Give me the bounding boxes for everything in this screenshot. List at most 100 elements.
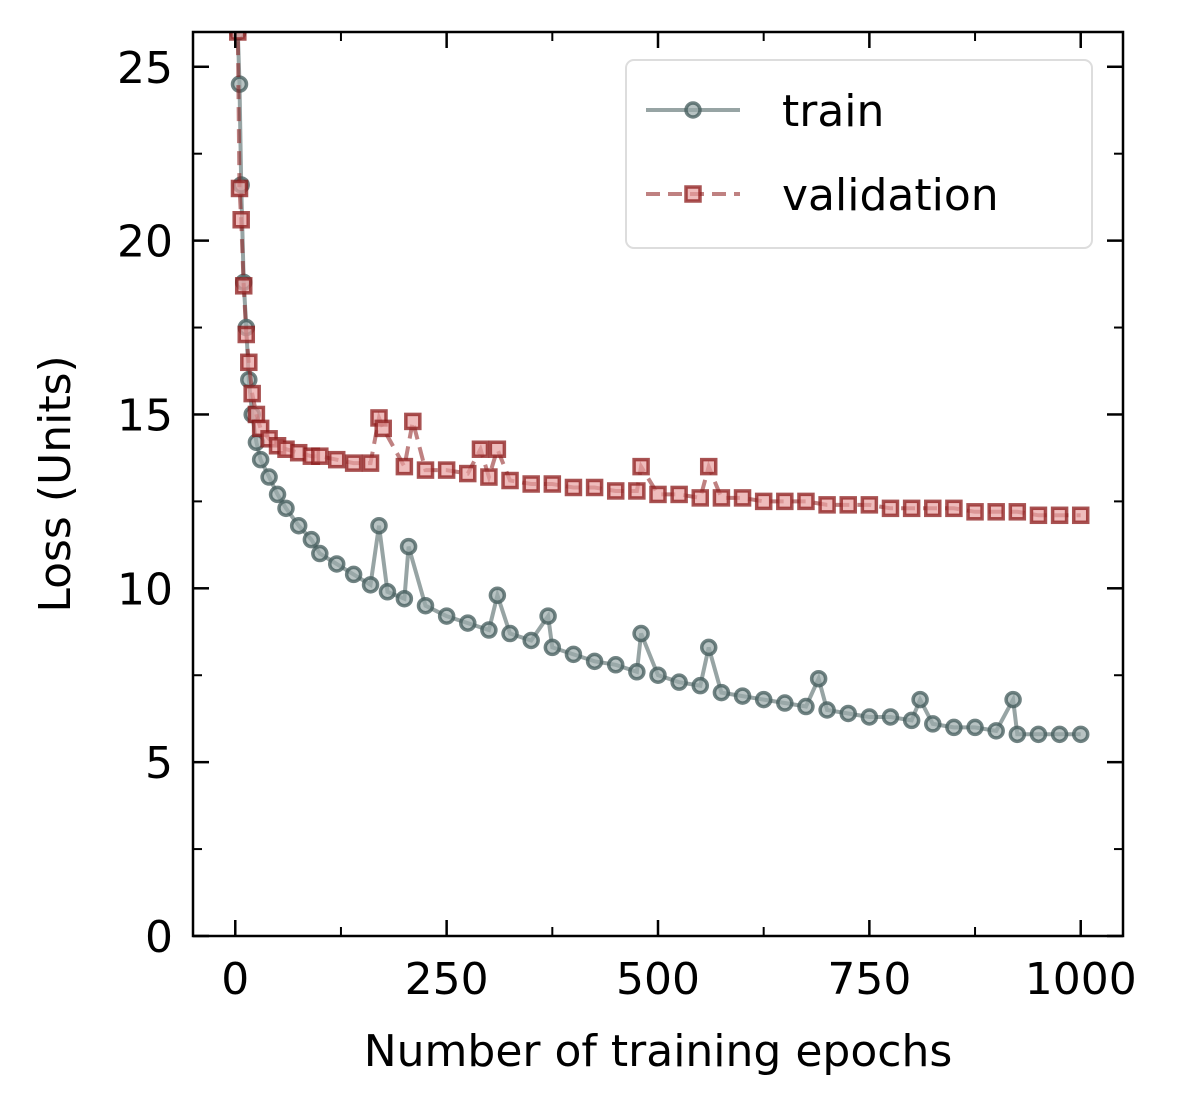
train-point: [628, 663, 646, 681]
validation-point: [987, 503, 1005, 521]
train-point: [1008, 725, 1027, 744]
validation-point: [1071, 506, 1090, 525]
y-axis-label: Loss (Units): [30, 355, 81, 612]
train-point: [839, 704, 857, 723]
y-tick-label-5: 5: [145, 738, 173, 789]
train-point: [488, 586, 507, 605]
train-point: [776, 694, 794, 712]
validation-point: [361, 454, 380, 472]
validation-point: [1050, 506, 1069, 525]
train-point: [416, 596, 435, 615]
y-tick-label-15: 15: [117, 390, 173, 441]
x-tick-label-0: 0: [221, 954, 249, 1005]
y-tick-label-10: 10: [117, 564, 173, 615]
validation-point: [860, 496, 879, 514]
legend-entries: train validation: [646, 86, 999, 221]
train-point: [1004, 690, 1022, 709]
legend-box: [625, 59, 1093, 249]
validation-point: [344, 454, 363, 472]
x-axis-label: Number of training epochs: [364, 1026, 953, 1077]
train-point: [395, 589, 414, 608]
train-point: [1071, 725, 1090, 744]
train-point: [501, 624, 519, 643]
train-point: [311, 544, 329, 563]
train-point: [585, 652, 604, 671]
validation-point: [229, 0, 243, 4]
train-point: [399, 537, 418, 556]
legend-label-validation: validation: [782, 170, 999, 221]
validation-point: [797, 492, 815, 511]
train-point: [251, 450, 270, 469]
train-point: [543, 638, 562, 657]
validation-point: [585, 478, 604, 497]
validation-point: [404, 412, 422, 431]
validation-point: [247, 405, 266, 424]
train-point: [480, 621, 498, 639]
validation-point: [480, 468, 498, 486]
validation-point: [229, 32, 247, 41]
train-point: [370, 516, 388, 535]
validation-point: [416, 461, 435, 479]
validation-point: [966, 503, 984, 521]
legend-marker-validation: [684, 185, 702, 203]
train-point: [277, 499, 295, 518]
series-layer: [229, 0, 1090, 744]
x-tick-label-1000: 1000: [1025, 954, 1137, 1005]
train-point: [260, 468, 278, 486]
legend-entry-train: train: [646, 86, 884, 137]
train-point: [966, 718, 984, 737]
validation-point: [776, 492, 794, 511]
y-tick-label-0: 0: [145, 912, 173, 963]
validation-point: [839, 496, 857, 514]
validation-point: [1029, 506, 1048, 525]
validation-point: [311, 447, 329, 465]
validation-point: [818, 496, 836, 514]
train-point: [289, 516, 308, 535]
validation-point: [670, 485, 688, 504]
validation-point: [459, 464, 477, 483]
train-point: [809, 669, 828, 688]
train-point: [712, 683, 731, 702]
train-point: [699, 638, 718, 657]
validation-point: [754, 492, 773, 511]
train-point: [327, 555, 346, 573]
train-point: [564, 645, 583, 664]
x-tick-label-250: 250: [405, 954, 489, 1005]
train-point: [344, 565, 363, 584]
train-point: [649, 666, 667, 684]
validation-point: [606, 482, 625, 500]
train-point: [691, 676, 710, 695]
train-point: [1029, 725, 1048, 744]
train-point: [268, 485, 287, 504]
train-point: [378, 583, 397, 601]
validation-point: [501, 471, 519, 490]
series-train: [229, 32, 1090, 744]
train-point: [1050, 725, 1069, 744]
validation-point: [471, 440, 490, 458]
validation-point: [243, 384, 261, 403]
train-point: [670, 673, 688, 691]
validation-point: [691, 489, 710, 507]
validation-point: [230, 179, 249, 198]
train-point: [361, 576, 380, 594]
train-point: [522, 631, 540, 650]
validation-point: [632, 457, 650, 476]
train-point: [459, 614, 477, 632]
validation-point: [327, 450, 346, 469]
validation-point: [628, 482, 646, 500]
train-point: [860, 708, 879, 726]
train-point: [539, 607, 557, 625]
validation-point: [902, 499, 921, 518]
validation-point: [522, 475, 540, 493]
validation-point: [945, 499, 963, 518]
x-tick-label-750: 750: [827, 954, 911, 1005]
train-point: [987, 722, 1005, 740]
x-tick-label-500: 500: [616, 954, 700, 1005]
validation-point: [395, 457, 414, 476]
validation-point: [564, 478, 583, 497]
validation-point: [234, 277, 253, 295]
validation-point: [1008, 503, 1027, 521]
validation-point: [733, 489, 752, 507]
validation-point: [237, 325, 256, 344]
